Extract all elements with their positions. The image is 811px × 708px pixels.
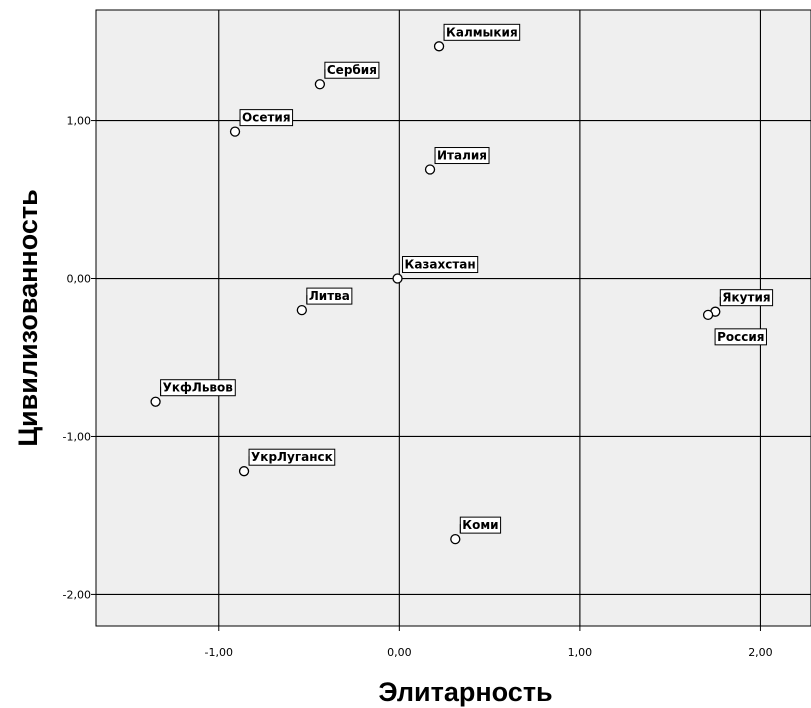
- data-point-marker: [238, 466, 250, 477]
- y-tick-label: -1,00: [63, 430, 91, 443]
- y-tick-label: -2,00: [63, 588, 91, 601]
- data-point-marker: [702, 309, 714, 320]
- point-label: Калмыкия: [446, 25, 518, 39]
- point-label: Осетия: [242, 111, 291, 125]
- tick-labels: -1,00 0,00 1,00 2,00 1,00 0,00 -1,00 -2,00: [63, 115, 773, 659]
- point-label: УкфЛьвов: [163, 381, 234, 395]
- data-point-group: Казахстан: [392, 256, 479, 284]
- point-label: Россия: [717, 330, 764, 344]
- point-label: УкрЛуганск: [251, 450, 333, 464]
- point-label: Казахстан: [405, 258, 476, 272]
- data-point-marker: [150, 396, 161, 407]
- data-point-marker: [450, 533, 461, 545]
- data-point-marker: [229, 126, 241, 137]
- data-point-marker: [433, 41, 445, 52]
- x-tick-label: 2,00: [748, 646, 773, 659]
- point-label: Якутия: [722, 291, 770, 305]
- point-label: Сербия: [327, 63, 377, 77]
- plot-area: [95, 9, 811, 627]
- point-label: Литва: [309, 289, 350, 303]
- data-point-marker: [424, 164, 436, 175]
- data-point-marker: [392, 273, 403, 284]
- data-point-marker: [314, 79, 326, 90]
- x-axis-title: Элитарность: [378, 677, 552, 707]
- point-label: Италия: [437, 149, 487, 163]
- data-point-group: Россия: [702, 309, 767, 346]
- data-point-group: УкфЛьвов: [150, 379, 236, 407]
- data-point-group: Сербия: [314, 61, 380, 90]
- data-point-marker: [296, 304, 307, 316]
- grid-lines: [91, 10, 811, 631]
- x-tick-label: 1,00: [568, 646, 593, 659]
- y-axis-title: Цивилизованность: [13, 189, 43, 446]
- data-points: Калмыкия Сербия Осетия Италия Казахстан Литва…: [150, 23, 774, 545]
- data-point-group: Калмыкия: [433, 23, 521, 52]
- data-point-group: УкрЛуганск: [238, 448, 336, 477]
- x-tick-label: -1,00: [205, 646, 233, 659]
- point-label-box: [714, 328, 767, 346]
- data-point-group: Коми: [450, 516, 502, 545]
- data-point-group: Литва: [296, 287, 353, 316]
- data-point-group: Якутия: [710, 289, 774, 317]
- data-point-group: Осетия: [229, 109, 294, 137]
- x-tick-label: 0,00: [387, 646, 412, 659]
- point-label: Коми: [462, 518, 498, 532]
- data-point-group: Италия: [424, 147, 490, 175]
- y-tick-label: 1,00: [67, 115, 92, 128]
- y-tick-label: 0,00: [67, 273, 92, 286]
